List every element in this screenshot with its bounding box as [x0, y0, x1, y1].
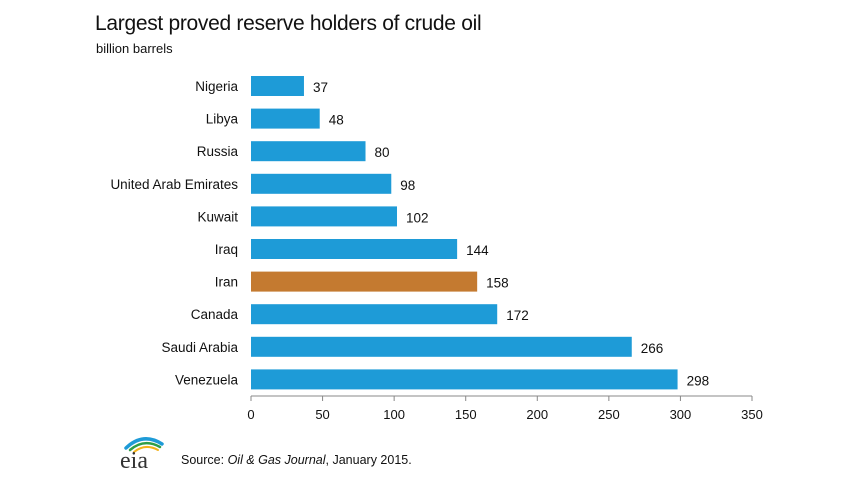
source-note: Source: Oil & Gas Journal, January 2015. [181, 453, 412, 467]
value-label-libya: 48 [329, 113, 344, 128]
x-tick-label-0: 0 [247, 407, 254, 422]
value-label-kuwait: 102 [406, 210, 429, 225]
logo-text: eia [120, 448, 148, 472]
bar-saudi-arabia [251, 336, 632, 357]
value-label-nigeria: 37 [313, 80, 328, 95]
value-label-united-arab-emirates: 98 [400, 178, 415, 193]
bar-iraq [251, 239, 458, 259]
source-date: , January 2015. [325, 453, 412, 467]
bar-canada [251, 304, 498, 325]
chart-subtitle-units: billion barrels [96, 41, 173, 56]
category-label-libya: Libya [206, 112, 239, 127]
x-tick-label-150: 150 [455, 407, 477, 422]
chart-title: Largest proved reserve holders of crude … [95, 12, 482, 35]
bar-libya [251, 108, 320, 129]
category-label-united-arab-emirates: United Arab Emirates [110, 177, 238, 192]
x-tick-label-100: 100 [383, 407, 405, 422]
bar-venezuela [251, 369, 678, 390]
value-label-canada: 172 [506, 308, 529, 323]
category-label-venezuela: Venezuela [175, 372, 239, 387]
value-label-iran: 158 [486, 276, 509, 291]
x-tick-label-300: 300 [670, 407, 692, 422]
value-label-russia: 80 [375, 145, 390, 160]
category-label-iraq: Iraq [215, 242, 238, 257]
bar-kuwait [251, 206, 398, 227]
x-tick-label-200: 200 [526, 407, 548, 422]
bar-nigeria [251, 76, 304, 96]
value-label-venezuela: 298 [687, 373, 710, 388]
category-label-canada: Canada [191, 307, 239, 322]
category-label-nigeria: Nigeria [195, 79, 238, 94]
category-label-iran: Iran [215, 275, 238, 290]
source-publication: Oil & Gas Journal [227, 453, 326, 467]
bar-iran [251, 271, 478, 292]
category-label-saudi-arabia: Saudi Arabia [161, 340, 238, 355]
category-label-kuwait: Kuwait [197, 209, 238, 224]
value-label-saudi-arabia: 266 [641, 341, 664, 356]
x-tick-label-350: 350 [741, 407, 763, 422]
value-label-iraq: 144 [466, 243, 489, 258]
eia-logo: eia [118, 432, 168, 474]
x-tick-label-250: 250 [598, 407, 620, 422]
bar-united-arab-emirates [251, 173, 392, 194]
eia-logo-icon: eia [120, 437, 164, 474]
bar-russia [251, 141, 366, 162]
x-tick-label-50: 50 [315, 407, 329, 422]
bar-chart: Nigeria 37 Libya 48 Russia 80 United Arab Emir… [110, 76, 763, 422]
source-prefix: Source: [181, 453, 228, 467]
category-label-russia: Russia [197, 144, 239, 159]
